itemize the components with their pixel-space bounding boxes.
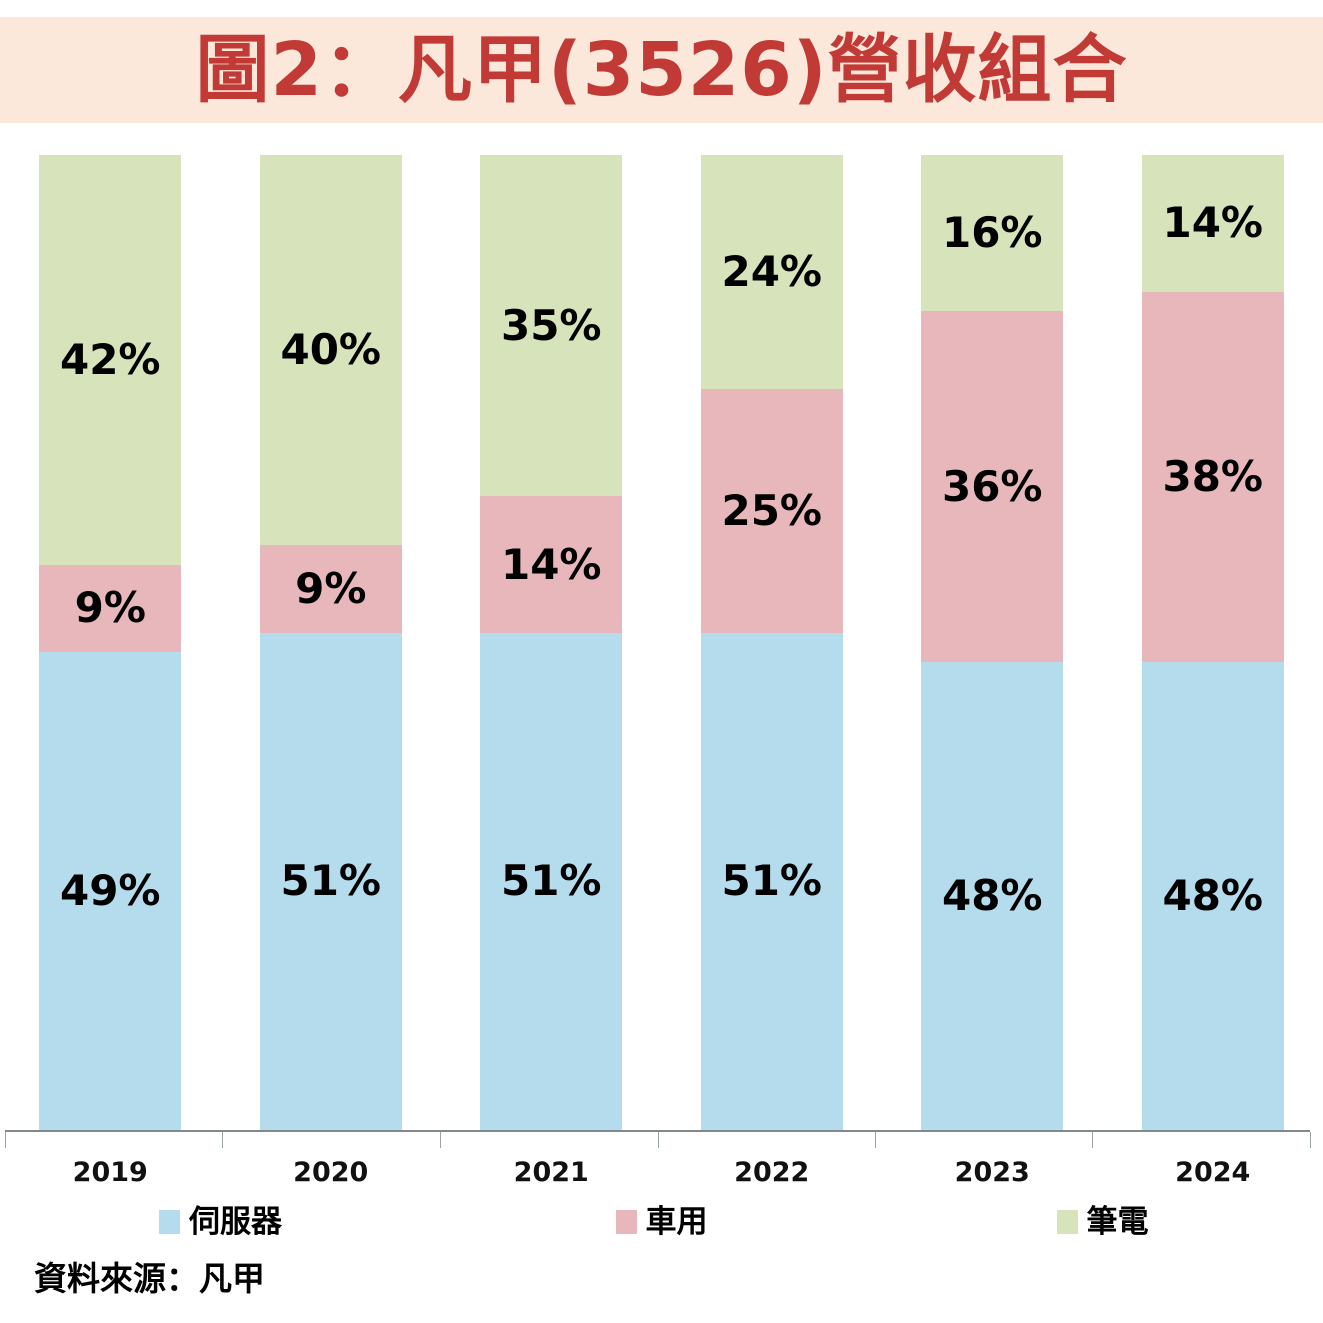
bar-slot: 24% 25% 51% [662,155,883,1130]
bar-segment-車用-2020[interactable]: 9% [259,545,402,633]
x-axis-tick-1 [222,1132,224,1148]
x-axis-tick-labels: 2019 2020 2021 2022 2023 2024 [0,1152,1323,1192]
x-axis-tick-5 [1092,1132,1094,1148]
bar-segment-筆電-2020[interactable]: 40% [259,155,402,545]
x-axis-line [5,1130,1310,1132]
bar-segment-value-label: 24% [721,247,823,296]
source-note: 資料來源：凡甲 [34,1259,265,1298]
bar-stack-2021[interactable]: 35% 14% 51% [480,155,623,1130]
bar-segment-value-label: 14% [1162,198,1264,248]
bar-stack-2019[interactable]: 42% 9% 49% [39,155,182,1130]
bar-segment-伺服器-2024[interactable]: 48% [1141,662,1284,1130]
bar-segment-筆電-2019[interactable]: 42% [39,155,182,565]
bar-segment-筆電-2023[interactable]: 16% [921,155,1064,311]
bar-segment-value-label: 40% [280,325,382,374]
bar-segment-伺服器-2023[interactable]: 48% [921,662,1064,1130]
bar-slot: 42% 9% 49% [0,155,221,1130]
bar-segment-車用-2022[interactable]: 25% [700,389,843,633]
bar-stack-2020[interactable]: 40% 9% 51% [259,155,402,1130]
bar-slot: 35% 14% 51% [441,155,662,1130]
bar-segment-value-label: 48% [941,871,1043,920]
x-axis-label-2022: 2022 [734,1156,810,1188]
bar-segment-筆電-2024[interactable]: 14% [1141,155,1284,292]
bar-segment-value-label: 51% [280,856,382,906]
bar-segment-value-label: 35% [500,300,602,350]
bar-segment-value-label: 9% [74,583,146,633]
chart-plot-area: 42% 9% 49% 40% 9% 51% 35% 14% 51% 24% 25% 51% 16% 36%… [0,155,1323,1130]
x-axis-label-2020: 2020 [293,1156,369,1188]
x-axis-ticks [5,1132,1311,1148]
x-axis-tick-4 [874,1132,876,1148]
bar-stack-2024[interactable]: 14% 38% 48% [1141,155,1284,1130]
legend-slot: 伺服器 [0,1200,441,1244]
bar-segment-車用-2021[interactable]: 14% [480,496,623,633]
bar-segment-value-label: 38% [1162,451,1264,501]
bar-segment-車用-2019[interactable]: 9% [39,564,182,653]
legend-label-server: 伺服器 [189,1203,282,1240]
x-axis-label-slot: 2024 [1103,1152,1323,1192]
legend-swatch-icon-auto [615,1210,637,1234]
bar-slot: 14% 38% 48% [1103,155,1323,1130]
legend-swatch-icon-notebook [1056,1210,1078,1234]
bar-segment-value-label: 25% [721,485,823,535]
x-axis-label-2021: 2021 [513,1156,589,1188]
bar-segment-筆電-2021[interactable]: 35% [480,155,623,497]
x-axis-label-slot: 2019 [0,1152,221,1192]
bar-segment-value-label: 51% [721,856,823,906]
bar-segment-伺服器-2019[interactable]: 49% [39,652,182,1130]
bar-segment-車用-2023[interactable]: 36% [921,311,1064,662]
x-axis-label-slot: 2021 [441,1152,662,1192]
bar-segment-value-label: 49% [59,866,161,916]
bar-segment-value-label: 14% [500,539,602,589]
legend-slot: 筆電 [882,1200,1323,1244]
x-axis-tick-6 [1310,1132,1311,1148]
legend-item-auto[interactable]: 車用 [615,1203,708,1240]
bar-segment-value-label: 48% [1162,871,1264,920]
bar-segment-value-label: 36% [941,461,1043,511]
legend-item-notebook[interactable]: 筆電 [1056,1203,1149,1240]
bar-slot: 40% 9% 51% [221,155,442,1130]
legend-label-notebook: 筆電 [1086,1203,1149,1240]
title-band: 圖2：凡甲(3526)營收組合 [0,17,1323,123]
bar-slot: 16% 36% 48% [882,155,1103,1130]
bar-segment-伺服器-2021[interactable]: 51% [480,632,623,1130]
chart-legend: 伺服器 車用 筆電 [0,1200,1323,1244]
legend-slot: 車用 [441,1200,882,1244]
page-title: 圖2：凡甲(3526)營收組合 [195,27,1128,113]
bar-segment-value-label: 51% [500,856,602,906]
bar-segment-筆電-2022[interactable]: 24% [700,155,843,389]
x-axis-label-2023: 2023 [954,1156,1030,1188]
x-axis-tick-2 [439,1132,441,1148]
bar-stack-2023[interactable]: 16% 36% 48% [921,155,1064,1130]
x-axis-label-slot: 2020 [221,1152,442,1192]
legend-item-server[interactable]: 伺服器 [159,1203,282,1240]
bar-stack-2022[interactable]: 24% 25% 51% [700,155,843,1130]
bar-segment-value-label: 16% [941,208,1043,257]
legend-label-auto: 車用 [645,1203,708,1240]
bar-segment-伺服器-2020[interactable]: 51% [259,632,402,1130]
stacked-bar-series: 42% 9% 49% 40% 9% 51% 35% 14% 51% 24% 25% 51% 16% 36%… [0,155,1323,1130]
bar-segment-車用-2024[interactable]: 38% [1141,291,1284,662]
legend-swatch-icon-server [159,1210,180,1234]
bar-segment-value-label: 42% [59,334,161,384]
x-axis-label-slot: 2023 [882,1152,1103,1192]
x-axis-tick-3 [657,1132,659,1148]
x-axis-label-2019: 2019 [72,1156,148,1188]
bar-segment-value-label: 9% [295,563,367,613]
x-axis-tick-0 [5,1132,6,1148]
x-axis-label-2024: 2024 [1175,1156,1251,1188]
bar-segment-伺服器-2022[interactable]: 51% [700,632,843,1130]
x-axis-label-slot: 2022 [662,1152,883,1192]
